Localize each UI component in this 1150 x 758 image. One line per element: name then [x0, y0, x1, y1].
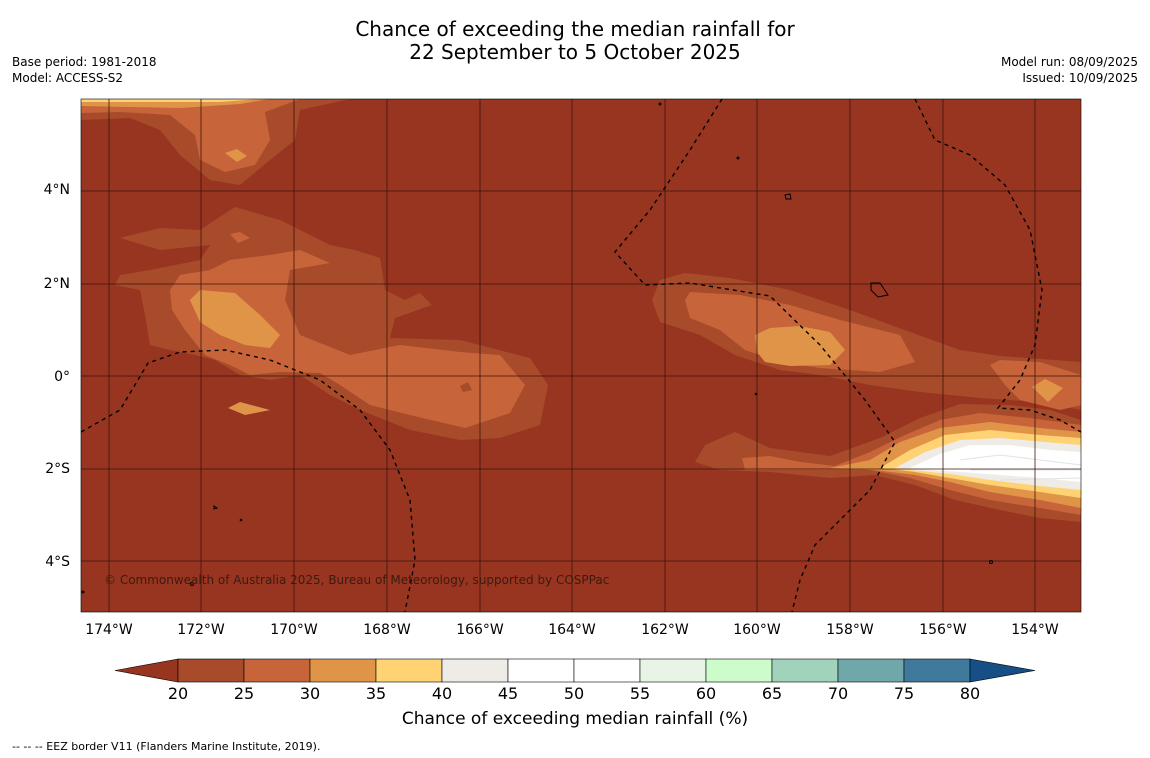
model-label: Model: ACCESS-S2 — [12, 71, 124, 85]
colorbar-tick-label: 50 — [563, 684, 585, 703]
lon-label: 162°W — [641, 622, 689, 638]
lon-label: 158°W — [826, 622, 874, 638]
colorbar-swatch — [177, 658, 245, 683]
colorbar-swatch — [243, 658, 311, 683]
colorbar-under-arrow — [114, 658, 179, 683]
base-period-label: Base period: 1981-2018 — [12, 55, 157, 69]
eez-footnote: -- -- -- EEZ border V11 (Flanders Marine… — [12, 740, 321, 753]
colorbar-over-arrow — [969, 658, 1036, 683]
colorbar-swatch — [573, 658, 641, 683]
lat-label-2s: 2°S — [45, 461, 70, 477]
lon-label: 168°W — [363, 622, 411, 638]
lon-label: 174°W — [85, 622, 133, 638]
colorbar-tick-label: 75 — [893, 684, 915, 703]
rain-contour-40 — [81, 99, 260, 102]
rain-contour-35 — [228, 402, 270, 415]
lat-label-0: 0° — [54, 369, 70, 385]
lon-label: 156°W — [919, 622, 967, 638]
colorbar-title: Chance of exceeding median rainfall (%) — [401, 709, 749, 729]
rain-contour-25 — [460, 382, 472, 392]
rain-contour-30 — [170, 250, 525, 428]
lon-label: 164°W — [548, 622, 596, 638]
colorbar-tick-label: 40 — [431, 684, 453, 703]
lat-label-2n: 2°N — [43, 276, 70, 292]
lat-label-4n: 4°N — [43, 182, 70, 198]
colorbar-tick-label: 45 — [497, 684, 519, 703]
colorbar-tick-label: 30 — [299, 684, 321, 703]
colorbar-tick-label: 35 — [365, 684, 387, 703]
colorbar-swatch — [375, 658, 443, 683]
colorbar-swatch — [705, 658, 773, 683]
colorbar-tick-label: 20 — [167, 684, 189, 703]
rain-contour-35 — [225, 149, 247, 162]
colorbar-swatch — [309, 658, 377, 683]
map-title: Chance of exceeding the median rainfall … — [0, 18, 1150, 64]
rain-contour-30 — [230, 232, 250, 243]
model-run-label: Model run: 08/09/2025 — [1000, 55, 1138, 69]
map-frame — [80, 98, 1082, 613]
colorbar-swatch — [441, 658, 509, 683]
colorbar-tick-label: 60 — [695, 684, 717, 703]
lon-label: 170°W — [270, 622, 318, 638]
rain-contour-lines — [959, 454, 1081, 481]
colorbar-swatch — [837, 658, 905, 683]
title-line-1: Chance of exceeding the median rainfall … — [355, 17, 795, 41]
map-plot — [81, 99, 1081, 612]
lon-label: 166°W — [456, 622, 504, 638]
colorbar-tick-label: 25 — [233, 684, 255, 703]
colorbar-swatch — [507, 658, 575, 683]
graticule — [81, 99, 1081, 612]
islands — [81, 102, 993, 594]
issued-label: Issued: 10/09/2025 — [1022, 71, 1138, 85]
lon-label: 172°W — [177, 622, 225, 638]
lat-label-4s: 4°S — [45, 554, 70, 570]
eez-border — [81, 99, 1081, 612]
meta-left: Base period: 1981-2018 Model: ACCESS-S2 — [12, 54, 157, 86]
colorbar-tick-label: 80 — [959, 684, 981, 703]
colorbar-tick-label: 55 — [629, 684, 651, 703]
title-line-2: 22 September to 5 October 2025 — [409, 40, 741, 64]
rain-contour-35 — [190, 290, 280, 348]
colorbar-tick-label: 70 — [827, 684, 849, 703]
rain-contour-30 — [81, 99, 300, 172]
meta-right: Model run: 08/09/2025 Issued: 10/09/2025 — [1001, 54, 1138, 86]
colorbar-swatch — [639, 658, 707, 683]
rain-contour-50 — [910, 445, 1081, 482]
lon-label: 154°W — [1011, 622, 1059, 638]
colorbar-tick-label: 65 — [761, 684, 783, 703]
colorbar — [114, 658, 1036, 683]
colorbar-swatch — [903, 658, 971, 683]
colorbar-swatch — [771, 658, 839, 683]
lon-label: 160°W — [733, 622, 781, 638]
rain-contour-35 — [755, 326, 845, 366]
copyright-label: © Commonwealth of Australia 2025, Bureau… — [104, 573, 610, 587]
rain-contour-35 — [1032, 379, 1063, 402]
